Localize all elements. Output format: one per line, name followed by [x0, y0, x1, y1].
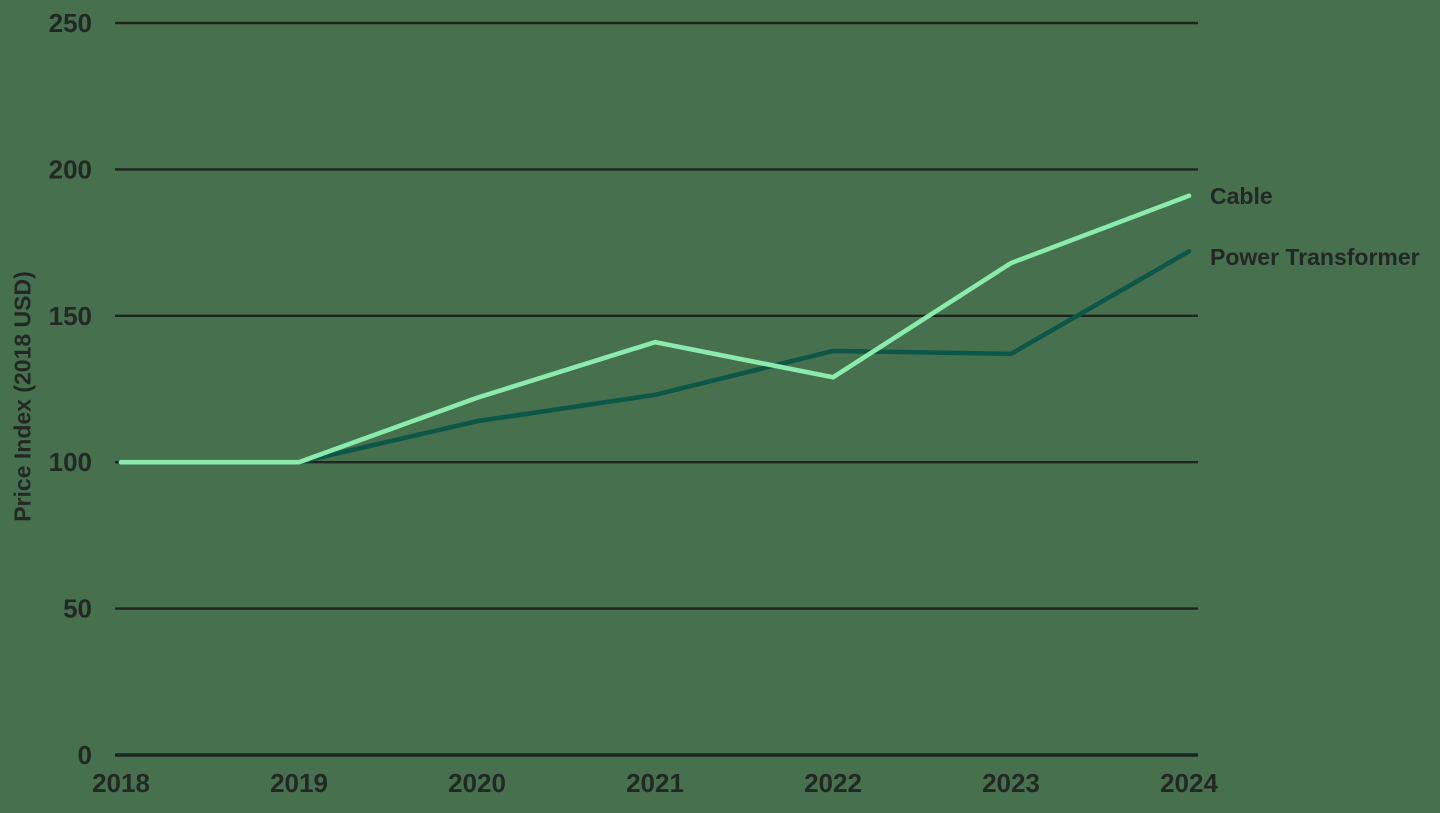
y-tick-label-50: 50	[63, 594, 92, 624]
y-tick-label-150: 150	[49, 301, 92, 331]
y-tick-label-100: 100	[49, 447, 92, 477]
x-tick-label-2020: 2020	[448, 768, 506, 798]
y-axis-title: Price Index (2018 USD)	[9, 271, 36, 522]
x-tick-label-2019: 2019	[270, 768, 328, 798]
series-line-cable	[118, 193, 1192, 465]
series-line-power-transformer	[118, 249, 1192, 465]
x-tick-label-2022: 2022	[804, 768, 862, 798]
x-tick-label-2023: 2023	[982, 768, 1040, 798]
y-tick-label-250: 250	[49, 8, 92, 38]
series-label-cable: Cable	[1210, 183, 1273, 209]
x-tick-label-2018: 2018	[92, 768, 150, 798]
x-tick-label-2024: 2024	[1160, 768, 1218, 798]
x-tick-label-2021: 2021	[626, 768, 684, 798]
y-tick-label-200: 200	[49, 154, 92, 184]
y-tick-label-0: 0	[78, 740, 92, 770]
series-label-power-transformer: Power Transformer	[1210, 244, 1420, 270]
